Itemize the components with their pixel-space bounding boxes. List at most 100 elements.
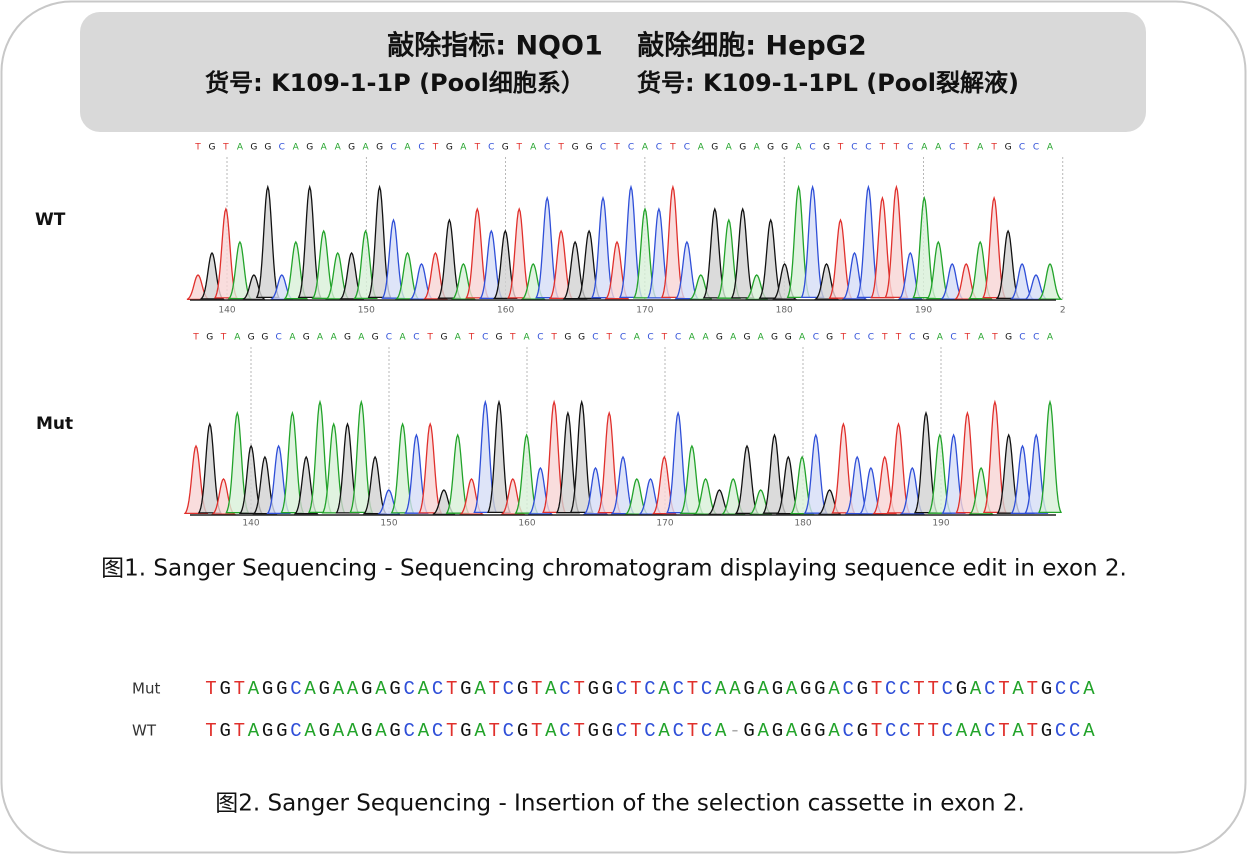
- base-call: C: [684, 143, 690, 153]
- aligned-base: C: [644, 720, 655, 742]
- aligned-base: A: [658, 720, 670, 742]
- alignment-label: WT: [132, 722, 157, 740]
- position-label: 140: [242, 519, 259, 529]
- aligned-base: C: [644, 678, 655, 700]
- base-call: A: [234, 333, 241, 343]
- aligned-base: A: [1012, 720, 1024, 742]
- header-box: [80, 12, 1146, 132]
- base-call: T: [991, 333, 998, 343]
- base-call: A: [530, 143, 537, 153]
- aligned-base: T: [871, 678, 882, 700]
- aligned-base: -: [729, 720, 740, 742]
- aligned-base: C: [673, 720, 684, 742]
- aligned-base: G: [814, 720, 825, 742]
- base-call: T: [192, 333, 199, 343]
- aligned-base: G: [602, 678, 613, 700]
- aligned-base: C: [559, 678, 570, 700]
- aligned-base: G: [517, 720, 528, 742]
- base-call: G: [303, 333, 310, 343]
- base-call: A: [703, 333, 710, 343]
- aligned-base: G: [857, 720, 868, 742]
- aligned-base: C: [984, 720, 995, 742]
- base-call: G: [711, 143, 718, 153]
- aligned-base: C: [701, 720, 712, 742]
- position-label: 150: [358, 306, 375, 316]
- position-label: 190: [932, 519, 949, 529]
- base-call: G: [716, 333, 723, 343]
- alignment-label: Mut: [132, 680, 160, 698]
- base-call: C: [620, 333, 626, 343]
- base-call: C: [413, 333, 419, 343]
- base-call: G: [344, 333, 351, 343]
- aligned-base: T: [205, 720, 216, 742]
- base-call: G: [250, 143, 257, 153]
- base-call: A: [400, 333, 407, 343]
- base-call: A: [977, 143, 984, 153]
- base-call: T: [990, 143, 997, 153]
- base-call: A: [358, 333, 365, 343]
- aligned-base: G: [517, 678, 528, 700]
- base-call: G: [446, 143, 453, 153]
- aligned-base: A: [347, 720, 359, 742]
- base-call: T: [881, 333, 888, 343]
- aligned-base: C: [404, 720, 415, 742]
- position-label: 150: [380, 519, 397, 529]
- aligned-base: G: [460, 720, 471, 742]
- base-call: A: [335, 143, 342, 153]
- aligned-base: A: [786, 678, 798, 700]
- base-call: G: [306, 143, 313, 153]
- base-call: C: [537, 333, 543, 343]
- aligned-base: T: [998, 720, 1009, 742]
- aligned-base: A: [418, 678, 430, 700]
- base-call: G: [572, 143, 579, 153]
- aligned-base: T: [234, 720, 245, 742]
- base-call: A: [796, 143, 803, 153]
- base-call: C: [813, 333, 819, 343]
- aligned-base: T: [687, 720, 698, 742]
- base-call: A: [523, 333, 530, 343]
- base-call: G: [564, 333, 571, 343]
- base-call: C: [647, 333, 653, 343]
- aligned-base: T: [913, 720, 924, 742]
- base-call: T: [557, 143, 564, 153]
- base-call: G: [578, 333, 585, 343]
- base-call: G: [372, 333, 379, 343]
- aligned-base: G: [219, 678, 230, 700]
- aligned-base: C: [899, 720, 910, 742]
- base-call: C: [809, 143, 815, 153]
- aligned-base: C: [984, 678, 995, 700]
- aligned-base: G: [460, 678, 471, 700]
- aligned-base: T: [927, 678, 938, 700]
- aligned-base: A: [1083, 678, 1095, 700]
- base-call: A: [455, 333, 462, 343]
- base-call: C: [1019, 143, 1025, 153]
- aligned-base: G: [814, 678, 825, 700]
- base-call: C: [854, 333, 860, 343]
- base-call: C: [592, 333, 598, 343]
- base-call: C: [279, 143, 285, 153]
- base-call: A: [935, 143, 942, 153]
- base-call: A: [754, 143, 761, 153]
- base-call: C: [1033, 143, 1039, 153]
- base-call: A: [289, 333, 296, 343]
- aligned-base: C: [842, 678, 853, 700]
- aligned-base: G: [361, 720, 372, 742]
- base-call: A: [363, 143, 370, 153]
- aligned-base: A: [474, 678, 486, 700]
- aligned-base: C: [942, 678, 953, 700]
- base-call: T: [550, 333, 557, 343]
- aligned-base: T: [573, 720, 584, 742]
- position-label: 180: [794, 519, 811, 529]
- base-call: A: [237, 143, 244, 153]
- base-call: T: [613, 143, 620, 153]
- aligned-base: C: [290, 678, 301, 700]
- aligned-base: G: [276, 720, 287, 742]
- aligned-base: T: [446, 678, 457, 700]
- aligned-base: C: [899, 678, 910, 700]
- aligned-base: A: [828, 678, 840, 700]
- aligned-base: C: [1069, 678, 1080, 700]
- base-call: A: [698, 143, 705, 153]
- aligned-base: T: [446, 720, 457, 742]
- aligned-base: A: [474, 720, 486, 742]
- base-call: C: [488, 143, 494, 153]
